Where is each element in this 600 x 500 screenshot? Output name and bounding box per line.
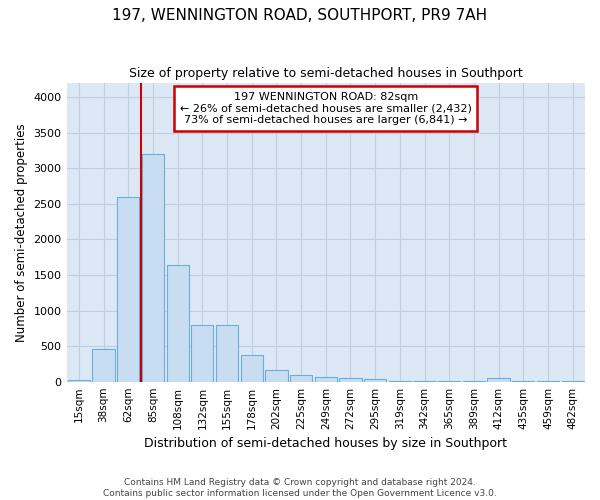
X-axis label: Distribution of semi-detached houses by size in Southport: Distribution of semi-detached houses by … bbox=[144, 437, 507, 450]
Text: 197 WENNINGTON ROAD: 82sqm
← 26% of semi-detached houses are smaller (2,432)
73%: 197 WENNINGTON ROAD: 82sqm ← 26% of semi… bbox=[180, 92, 472, 125]
Bar bbox=[167, 265, 189, 382]
Bar bbox=[340, 378, 362, 382]
Bar bbox=[487, 378, 510, 382]
Bar bbox=[68, 380, 90, 382]
Bar bbox=[191, 325, 214, 382]
Text: 197, WENNINGTON ROAD, SOUTHPORT, PR9 7AH: 197, WENNINGTON ROAD, SOUTHPORT, PR9 7AH bbox=[112, 8, 488, 22]
Bar bbox=[216, 325, 238, 382]
Bar bbox=[117, 197, 139, 382]
Title: Size of property relative to semi-detached houses in Southport: Size of property relative to semi-detach… bbox=[129, 68, 523, 80]
Text: Contains HM Land Registry data © Crown copyright and database right 2024.
Contai: Contains HM Land Registry data © Crown c… bbox=[103, 478, 497, 498]
Bar bbox=[364, 379, 386, 382]
Bar bbox=[241, 354, 263, 382]
Bar bbox=[92, 349, 115, 382]
Bar bbox=[314, 376, 337, 382]
Bar bbox=[290, 376, 312, 382]
Y-axis label: Number of semi-detached properties: Number of semi-detached properties bbox=[15, 123, 28, 342]
Bar bbox=[265, 370, 287, 382]
Bar bbox=[142, 154, 164, 382]
